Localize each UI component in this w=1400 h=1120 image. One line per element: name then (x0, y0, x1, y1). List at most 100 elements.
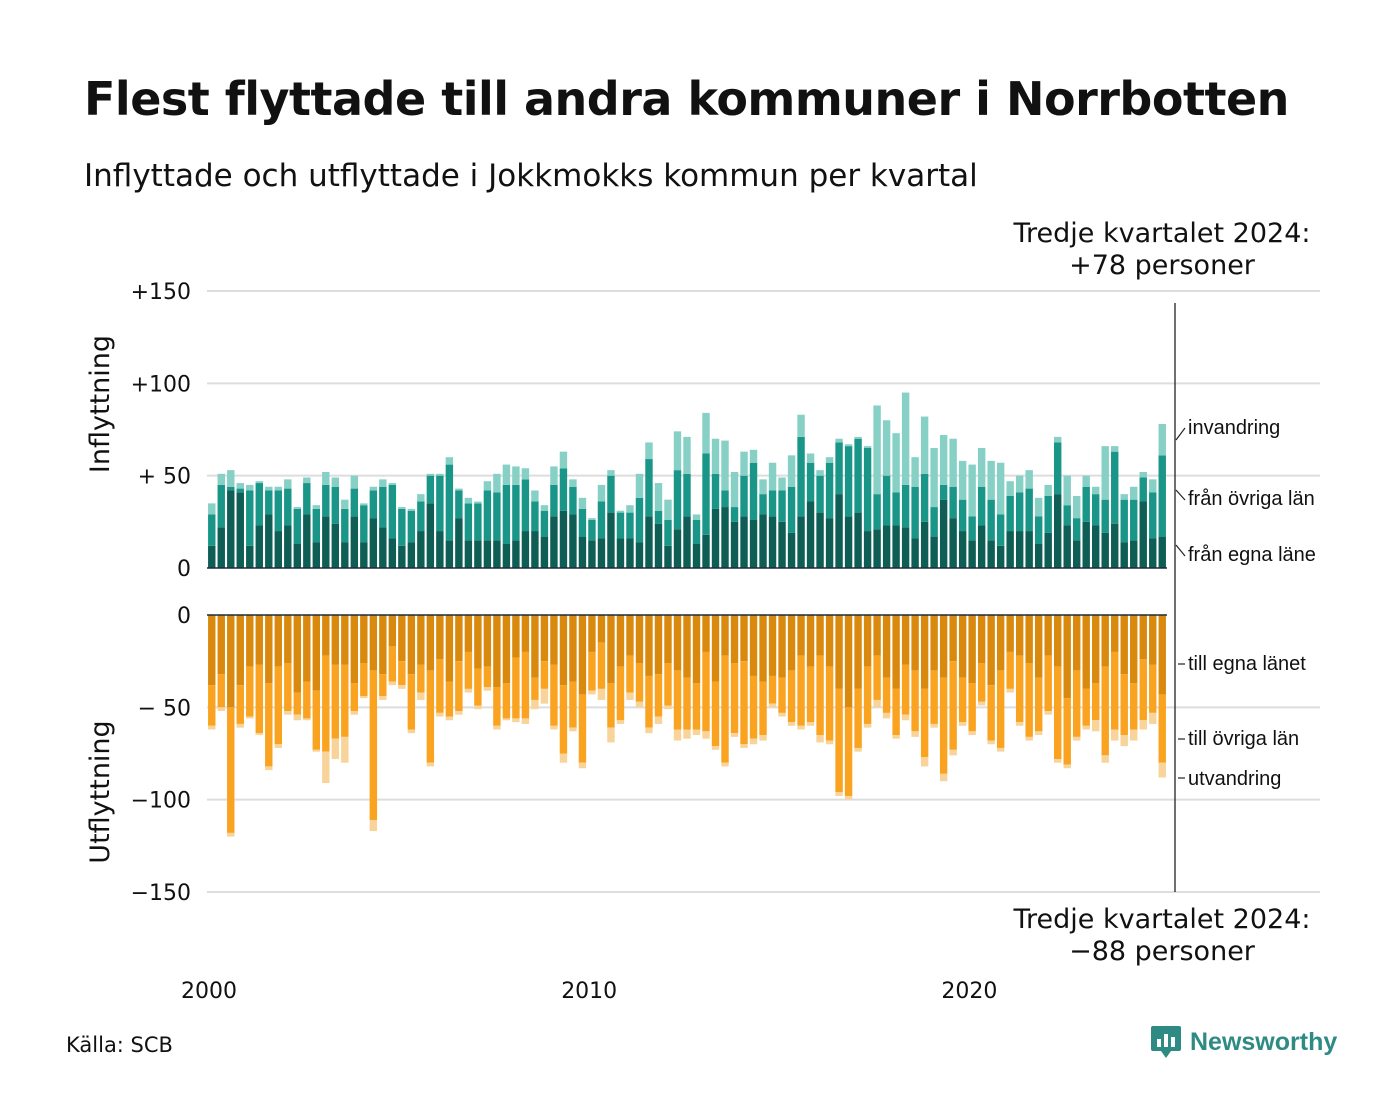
bar-in-ovriga (816, 475, 824, 513)
bar-in-invandring (692, 514, 701, 520)
bar-out-ovriga (417, 664, 425, 693)
bar-out-utvandring (835, 792, 843, 796)
bar-in-ovriga (939, 484, 948, 500)
bar-out-ovriga (578, 694, 587, 763)
bar-out-utvandring (854, 747, 862, 752)
bar-in-egna (569, 514, 577, 568)
bar-in-ovriga (797, 436, 805, 517)
bar-out-ovriga (388, 646, 397, 682)
bar-out-ovriga (920, 688, 929, 758)
bar-out-utvandring (683, 729, 691, 739)
bar-in-ovriga (217, 484, 225, 528)
bar-in-invandring (559, 451, 568, 469)
bar-in-invandring (1063, 475, 1071, 506)
bar-in-invandring (882, 420, 891, 476)
bar-in-ovriga (379, 486, 387, 528)
bar-in-invandring (227, 470, 235, 487)
bar-in-egna (1130, 540, 1138, 568)
bar-in-egna (274, 531, 282, 568)
y-tick-label-in: +100 (131, 372, 191, 397)
bar-out-ovriga (692, 683, 701, 730)
bar-out-utvandring (588, 690, 596, 695)
bar-in-invandring (635, 473, 644, 498)
bar-in-invandring (806, 453, 815, 463)
bar-in-egna (483, 540, 492, 568)
label-leader (1175, 489, 1186, 501)
bar-out-egna (673, 615, 682, 671)
bar-out-egna (217, 615, 225, 675)
bar-out-egna (246, 615, 254, 667)
bar-in-egna (550, 516, 558, 568)
bar-in-invandring (312, 505, 321, 509)
bar-out-utvandring (977, 701, 986, 706)
bar-out-egna (635, 615, 644, 664)
bar-in-ovriga (1120, 499, 1128, 543)
bar-out-ovriga (369, 670, 378, 820)
bar-in-invandring (949, 438, 957, 487)
bar-out-utvandring (426, 762, 435, 767)
bar-out-ovriga (1063, 698, 1071, 765)
bar-out-ovriga (521, 651, 530, 719)
bar-in-ovriga (236, 488, 244, 493)
bar-out-egna (493, 615, 501, 688)
bar-out-egna (1082, 615, 1090, 689)
bar-in-ovriga (1149, 492, 1157, 539)
bar-in-egna (882, 525, 891, 568)
series-label: utvandring (1188, 768, 1281, 790)
bar-out-egna (369, 615, 378, 671)
bar-out-utvandring (1063, 764, 1071, 769)
bar-out-egna (417, 615, 425, 665)
bar-in-ovriga (806, 462, 815, 502)
bar-in-egna (255, 525, 263, 568)
bar-in-ovriga (607, 475, 615, 513)
bar-out-utvandring (911, 731, 919, 737)
bar-out-egna (664, 615, 672, 664)
bar-in-ovriga (749, 462, 758, 520)
bar-in-ovriga (322, 484, 330, 517)
bar-out-egna (312, 615, 321, 691)
bar-out-egna (930, 615, 938, 671)
bar-in-egna (521, 531, 530, 568)
bar-in-egna (616, 538, 625, 568)
bar-out-egna (607, 615, 615, 684)
bar-out-egna (464, 615, 473, 652)
bar-out-egna (882, 615, 891, 678)
bar-out-utvandring (664, 705, 672, 710)
bar-out-ovriga (274, 666, 282, 745)
bar-out-utvandring (303, 718, 311, 721)
bar-in-invandring (246, 484, 254, 491)
bar-out-ovriga (616, 666, 625, 721)
bar-out-utvandring (445, 716, 454, 721)
bar-in-egna (683, 516, 691, 568)
bar-out-utvandring (778, 712, 786, 717)
bar-out-egna (350, 615, 359, 684)
bar-in-invandring (664, 499, 672, 520)
bar-out-ovriga (360, 663, 368, 697)
y-tick-label-in: +150 (131, 280, 191, 305)
x-tick-label: 2010 (561, 979, 617, 1004)
bar-in-ovriga (474, 503, 482, 541)
bar-in-egna (493, 540, 501, 568)
bar-out-egna (749, 615, 758, 676)
bar-in-invandring (711, 438, 720, 474)
bar-in-ovriga (246, 490, 254, 546)
label-leader (1175, 544, 1186, 557)
bar-in-egna (854, 512, 862, 568)
bar-out-utvandring (1130, 729, 1138, 741)
bar-out-egna (236, 615, 244, 686)
bar-in-ovriga (626, 512, 634, 539)
bar-out-utvandring (578, 762, 587, 769)
bar-out-egna (1149, 615, 1157, 665)
brand-logo[interactable]: Newsworthy (1150, 1024, 1337, 1060)
bar-in-invandring (578, 497, 587, 509)
bar-in-egna (512, 540, 520, 568)
bar-in-invandring (683, 436, 691, 474)
bar-out-ovriga (768, 675, 777, 704)
bar-out-egna (474, 615, 482, 669)
bar-out-utvandring (1101, 755, 1109, 763)
bar-in-egna (246, 545, 254, 568)
bar-out-utvandring (521, 718, 530, 724)
bar-out-utvandring (996, 747, 1005, 752)
bar-out-utvandring (569, 727, 577, 732)
